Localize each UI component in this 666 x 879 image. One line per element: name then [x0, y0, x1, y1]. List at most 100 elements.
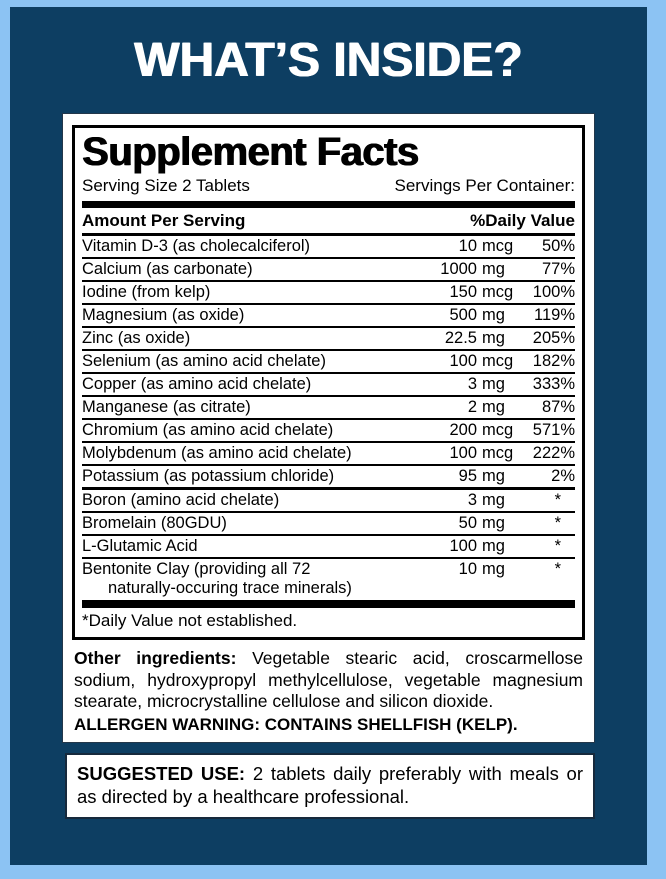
nutrient-daily-value: *: [554, 491, 561, 509]
nutrient-amount: 500: [449, 306, 477, 324]
nutrient-unit: mg: [482, 398, 505, 416]
nutrient-name: L-Glutamic Acid: [82, 537, 198, 555]
nutrient-amount: 10: [458, 560, 477, 578]
nutrient-unit: mg: [482, 514, 505, 532]
nutrient-daily-value: 222%: [532, 444, 575, 462]
table-row: Bentonite Clay (providing all 72 natural…: [82, 557, 575, 599]
nutrient-amount: 100: [449, 537, 477, 555]
nutrient-amount: 95: [458, 467, 477, 485]
nutrient-name: Vitamin D-3 (as cholecalciferol): [82, 237, 311, 255]
nutrient-amount: 1000: [440, 260, 477, 278]
nutrient-name: Manganese (as citrate): [82, 398, 251, 416]
table-row: Vitamin D-3 (as cholecalciferol) 10 mcg …: [82, 236, 575, 257]
serving-info-row: Serving Size 2 Tablets Servings Per Cont…: [82, 176, 575, 196]
nutrient-daily-value: 205%: [532, 329, 575, 347]
nutrient-unit: mg: [482, 467, 505, 485]
supplement-facts-box: Supplement Facts Serving Size 2 Tablets …: [72, 125, 585, 640]
nutrient-unit: mg: [482, 329, 505, 347]
suggested-use-body: 2 tablets daily preferably with meals or…: [77, 763, 583, 807]
nutrient-amount: 100: [449, 444, 477, 462]
table-row: Iodine (from kelp) 150 mcg 100%: [82, 280, 575, 303]
nutrient-daily-value: 2%: [551, 467, 575, 485]
no-daily-value-rows: Boron (amino acid chelate) 3 mg * Bromel…: [82, 490, 575, 599]
nutrient-daily-value: 571%: [532, 421, 575, 439]
nutrient-rows: Vitamin D-3 (as cholecalciferol) 10 mcg …: [82, 236, 575, 487]
divider-medium: [82, 233, 575, 236]
other-ingredients-label: Other ingredients:: [74, 648, 237, 668]
nutrient-daily-value: 333%: [532, 375, 575, 393]
nutrient-amount: 2: [467, 398, 477, 416]
nutrient-unit: mcg: [482, 421, 514, 439]
suggested-use-text: SUGGESTED USE: 2 tablets daily preferabl…: [77, 762, 583, 808]
nutrient-amount: 150: [449, 283, 477, 301]
table-row: Magnesium (as oxide) 500 mg 119%: [82, 303, 575, 326]
table-row: L-Glutamic Acid 100 mg *: [82, 534, 575, 557]
nutrient-daily-value: 119%: [534, 306, 575, 324]
nutrient-daily-value: *: [554, 537, 561, 555]
table-row: Potassium (as potassium chloride) 95 mg …: [82, 464, 575, 487]
table-row: Manganese (as citrate) 2 mg 87%: [82, 395, 575, 418]
nutrient-amount: 3: [467, 491, 477, 509]
nutrient-name: Chromium (as amino acid chelate): [82, 421, 334, 439]
table-row: Calcium (as carbonate) 1000 mg 77%: [82, 257, 575, 280]
nutrient-name: Magnesium (as oxide): [82, 306, 245, 324]
table-row: Boron (amino acid chelate) 3 mg *: [82, 490, 575, 511]
servings-per-container: Servings Per Container:: [394, 176, 575, 195]
nutrient-unit: mcg: [482, 237, 514, 255]
nutrient-daily-value: *: [554, 514, 561, 532]
nutrient-name: Calcium (as carbonate): [82, 260, 253, 278]
nutrient-unit: mg: [482, 560, 505, 578]
nutrient-daily-value: *: [554, 560, 561, 578]
column-header-row: Amount Per Serving %Daily Value: [82, 208, 575, 233]
nutrient-name-line1: Bentonite Clay (providing all 72: [82, 560, 311, 578]
daily-value-footnote: *Daily Value not established.: [82, 611, 298, 630]
nutrient-name: Zinc (as oxide): [82, 329, 191, 347]
nutrient-name: Selenium (as amino acid chelate): [82, 352, 326, 370]
nutrient-unit: mcg: [482, 444, 514, 462]
table-row: Molybdenum (as amino acid chelate) 100 m…: [82, 441, 575, 464]
nutrient-amount: 100: [449, 352, 477, 370]
nutrient-unit: mcg: [482, 352, 514, 370]
nutrient-name-line2: naturally-occuring trace minerals): [108, 579, 352, 597]
nutrient-unit: mg: [482, 491, 505, 509]
table-row: Bromelain (80GDU) 50 mg *: [82, 511, 575, 534]
table-row: Chromium (as amino acid chelate) 200 mcg…: [82, 418, 575, 441]
nutrient-amount: 200: [449, 421, 477, 439]
nutrient-daily-value: 182%: [532, 352, 575, 370]
other-ingredients-text: Vegetable stearic acid, croscarmellose s…: [74, 648, 583, 711]
nutrient-unit: mg: [482, 375, 505, 393]
nutrient-daily-value: 50%: [541, 237, 575, 255]
other-ingredients: Other ingredients: Vegetable stearic aci…: [74, 648, 583, 713]
table-row: Selenium (as amino acid chelate) 100 mcg…: [82, 349, 575, 372]
column-header-amount: Amount Per Serving: [82, 211, 246, 230]
nutrient-unit: mcg: [482, 283, 514, 301]
nutrient-amount: 3: [467, 375, 477, 393]
table-row: Zinc (as oxide) 22.5 mg 205%: [82, 326, 575, 349]
nutrient-name: Boron (amino acid chelate): [82, 491, 280, 509]
divider-thick-top: [82, 201, 575, 208]
nutrient-name: Molybdenum (as amino acid chelate): [82, 444, 352, 462]
divider-section: [82, 487, 575, 490]
column-header-daily-value: %Daily Value: [470, 211, 575, 230]
nutrient-name: Iodine (from kelp): [82, 283, 211, 301]
allergen-warning: ALLERGEN WARNING: CONTAINS SHELLFISH (KE…: [74, 714, 518, 734]
supplement-facts-panel: Supplement Facts Serving Size 2 Tablets …: [62, 113, 595, 743]
supplement-facts-title: Supplement Facts: [82, 130, 419, 174]
label-frame: WHAT’S INSIDE? Supplement Facts Serving …: [10, 7, 647, 865]
nutrient-amount: 50: [458, 514, 477, 532]
divider-thick-bottom: [82, 600, 575, 608]
nutrient-name: Bromelain (80GDU): [82, 514, 227, 532]
nutrient-unit: mg: [482, 306, 505, 324]
nutrient-daily-value: 100%: [532, 283, 575, 301]
nutrient-amount: 10: [458, 237, 477, 255]
nutrient-name: Copper (as amino acid chelate): [82, 375, 312, 393]
suggested-use-panel: SUGGESTED USE: 2 tablets daily preferabl…: [65, 753, 595, 819]
serving-size: Serving Size 2 Tablets: [82, 176, 250, 195]
nutrient-name: Potassium (as potassium chloride): [82, 467, 335, 485]
table-row: Copper (as amino acid chelate) 3 mg 333%: [82, 372, 575, 395]
page-title: WHAT’S INSIDE?: [134, 34, 523, 87]
nutrient-daily-value: 77%: [541, 260, 575, 278]
nutrient-name: Bentonite Clay (providing all 72 natural…: [82, 560, 429, 598]
suggested-use-label: SUGGESTED USE:: [77, 763, 246, 784]
